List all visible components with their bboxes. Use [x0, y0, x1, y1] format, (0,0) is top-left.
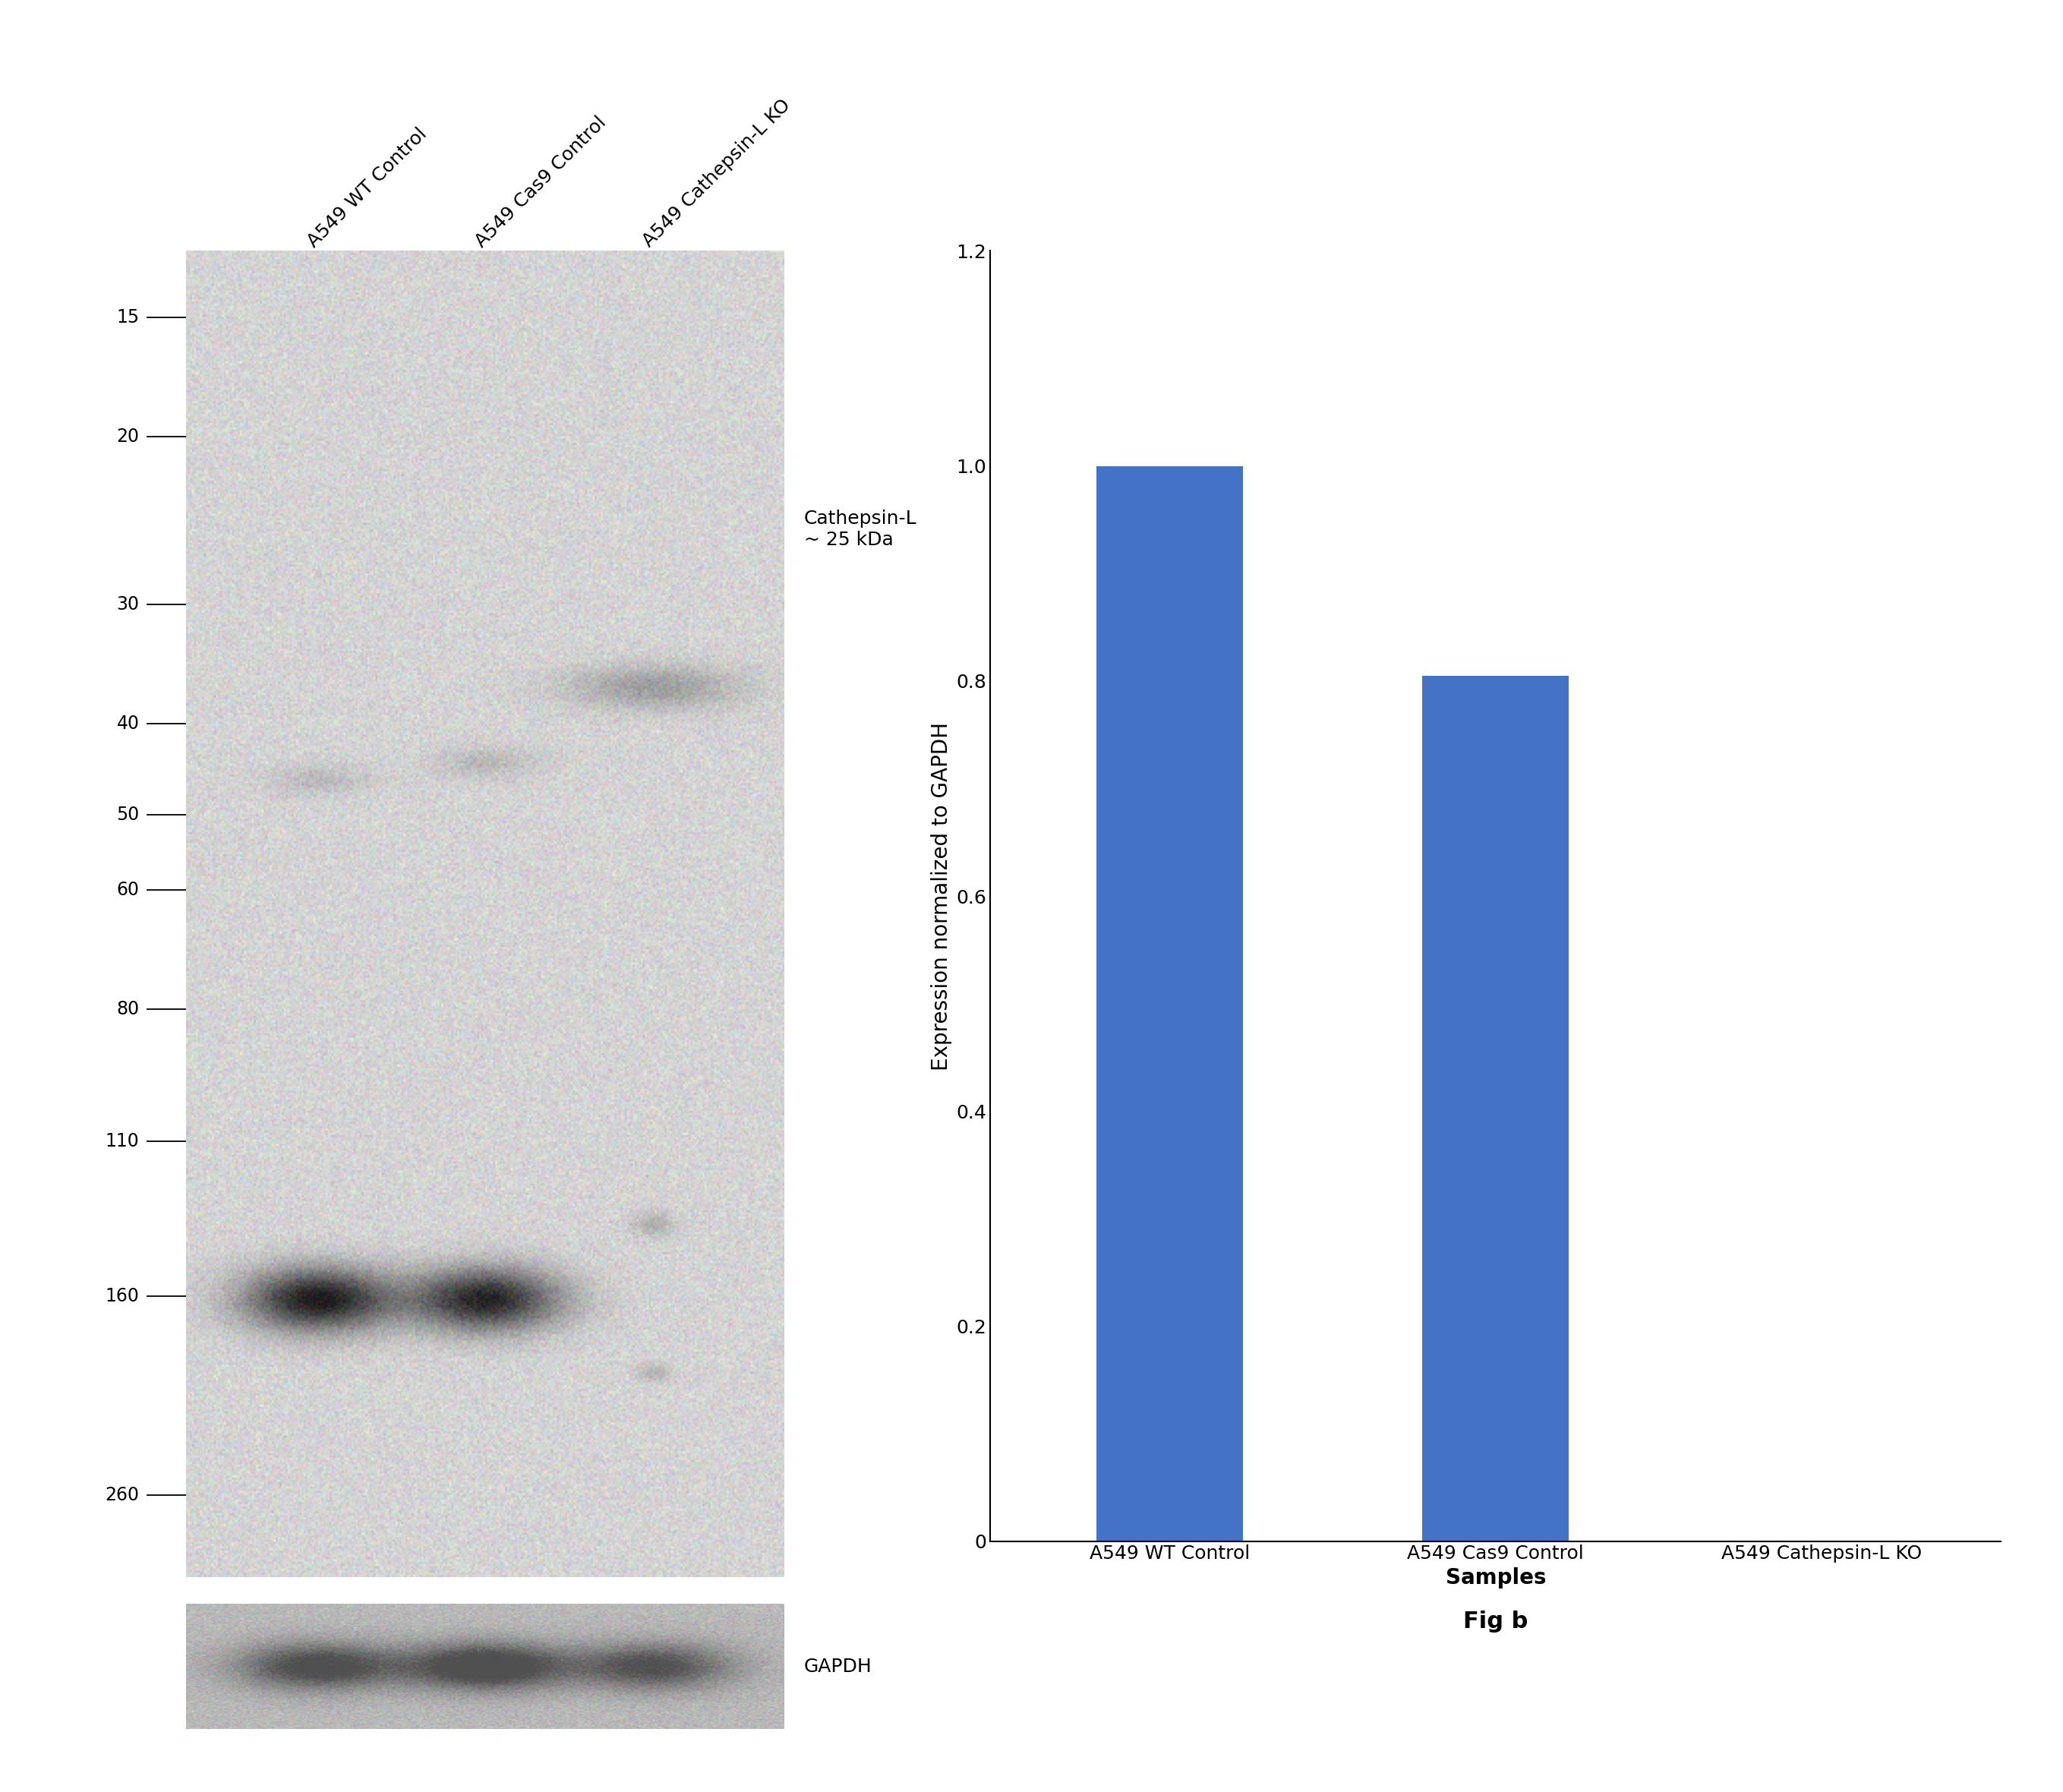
Text: 260: 260 — [105, 1486, 138, 1503]
Text: A549 Cas9 Control: A549 Cas9 Control — [472, 113, 611, 251]
Text: 110: 110 — [105, 1133, 138, 1150]
Text: 80: 80 — [116, 1000, 138, 1018]
Text: 50: 50 — [116, 805, 138, 824]
Bar — [1095, 466, 1242, 1541]
Text: 15: 15 — [116, 308, 138, 326]
Text: A549 WT Control: A549 WT Control — [305, 125, 431, 251]
Text: Fig b: Fig b — [1463, 1611, 1529, 1633]
Text: GAPDH: GAPDH — [805, 1658, 873, 1676]
Text: 40: 40 — [116, 715, 138, 733]
Text: 20: 20 — [116, 428, 138, 446]
Text: 60: 60 — [116, 880, 138, 900]
Text: 160: 160 — [105, 1287, 138, 1305]
Text: A549 Cathepsin-L KO: A549 Cathepsin-L KO — [640, 97, 794, 251]
Y-axis label: Expression normalized to GAPDH: Expression normalized to GAPDH — [930, 722, 951, 1070]
X-axis label: Samples: Samples — [1446, 1568, 1545, 1588]
Bar — [1421, 676, 1570, 1541]
Text: 30: 30 — [116, 595, 138, 613]
Text: Cathepsin-L
~ 25 kDa: Cathepsin-L ~ 25 kDa — [805, 509, 916, 548]
